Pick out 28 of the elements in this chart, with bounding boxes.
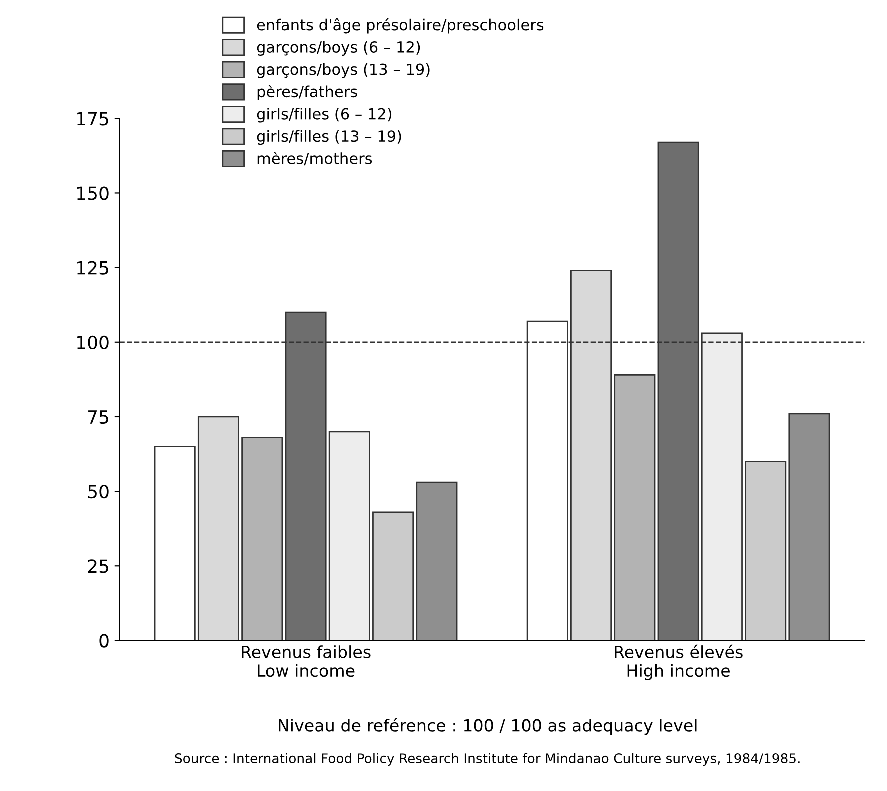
bar: [372, 512, 414, 641]
bar: [788, 413, 830, 641]
bar: [328, 431, 370, 641]
x-tick-label: Revenus élevés High income: [615, 644, 743, 680]
y-tick-label: 150: [78, 186, 109, 200]
y-tick-label: 125: [78, 261, 108, 275]
legend-label: garçons/boys (13 – 19): [257, 63, 430, 78]
legend-label: girls/filles (13 – 19): [257, 130, 402, 146]
legend-label: mères/mothers: [258, 152, 372, 166]
x-tick-label: Revenus faibles Low income: [242, 646, 371, 678]
y-tick-label: 25: [88, 560, 108, 574]
bar: [242, 437, 284, 641]
legend-label: garçons/boys (6 – 12): [257, 41, 420, 56]
legend-label: enfants d'âge présolaire/preschoolers: [257, 18, 544, 34]
y-tick-label: 50: [88, 485, 109, 499]
y-tick-label: 75: [88, 410, 108, 424]
y-tick-label: 175: [78, 112, 108, 126]
bar: [154, 446, 196, 641]
bar: [416, 482, 458, 641]
legend-label: girls/filles (6 – 12): [257, 108, 392, 123]
legend-label: pères/fathers: [258, 85, 358, 101]
bar: [745, 461, 787, 641]
bar: [614, 374, 656, 641]
y-tick-label: 100: [78, 336, 109, 350]
y-tick-label: 0: [100, 634, 109, 648]
text: Niveau de reférence : 100 / 100 as adequacy level: [279, 718, 697, 736]
bar: [198, 416, 240, 641]
source-note: Source : International Food Policy Research Institute for Mindanao Culture surveys, 1984/1985.: [175, 753, 800, 766]
